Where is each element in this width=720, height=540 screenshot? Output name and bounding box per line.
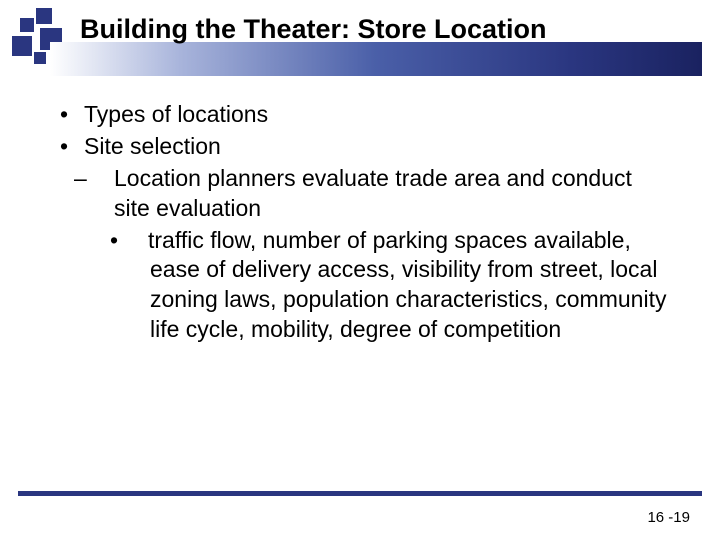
square-icon bbox=[20, 18, 34, 32]
title-bar bbox=[50, 42, 702, 76]
bullet-text: Site selection bbox=[84, 133, 221, 159]
bullet-dot-icon: • bbox=[130, 226, 148, 256]
slide-header: Building the Theater: Store Location bbox=[0, 0, 720, 80]
bullet-text: Types of locations bbox=[84, 101, 268, 127]
bottom-divider bbox=[18, 491, 702, 496]
bullet-text: Location planners evaluate trade area an… bbox=[114, 165, 632, 221]
page-number: 16 -19 bbox=[647, 509, 690, 526]
bullet-level1: •Types of locations bbox=[60, 100, 670, 130]
slide-title: Building the Theater: Store Location bbox=[80, 14, 547, 45]
bullet-dot-icon: • bbox=[60, 100, 84, 130]
bullet-level1: •Site selection bbox=[60, 132, 670, 162]
bullet-dot-icon: • bbox=[60, 132, 84, 162]
square-icon bbox=[34, 52, 46, 64]
square-icon bbox=[36, 8, 52, 24]
slide: Building the Theater: Store Location •Ty… bbox=[0, 0, 720, 540]
dash-icon: – bbox=[94, 164, 114, 194]
slide-body: •Types of locations •Site selection –Loc… bbox=[60, 100, 670, 345]
bullet-level3: •traffic flow, number of parking spaces … bbox=[130, 226, 670, 346]
bullet-level2: –Location planners evaluate trade area a… bbox=[60, 164, 670, 224]
bullet-text: traffic flow, number of parking spaces a… bbox=[148, 227, 666, 343]
square-icon bbox=[12, 36, 32, 56]
